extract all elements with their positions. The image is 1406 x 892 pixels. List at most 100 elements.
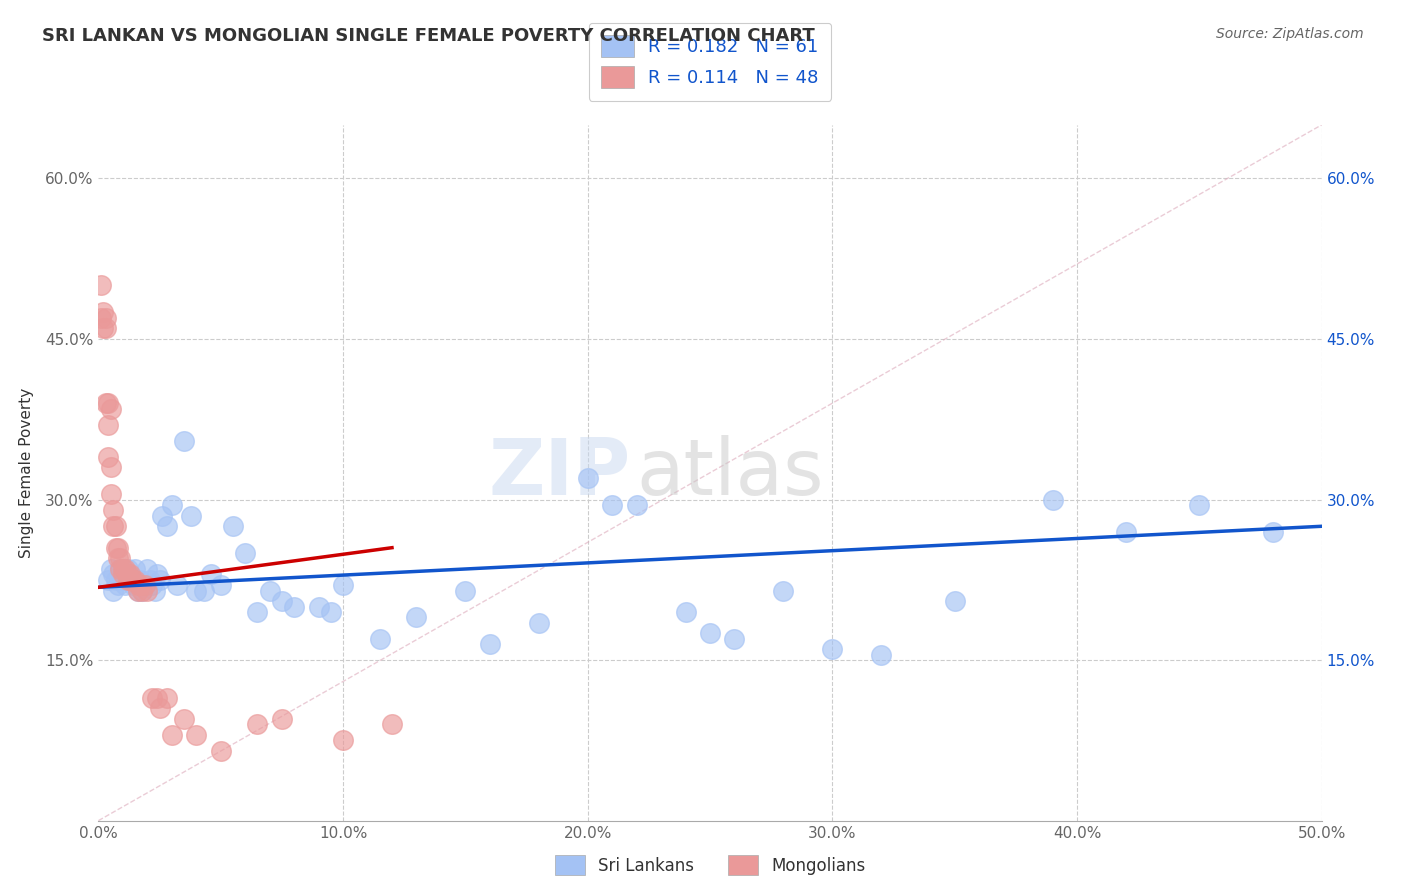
- Point: [100, 460, 122, 475]
- Point: [104, 519, 127, 533]
- Point: [186, 728, 208, 742]
- Point: [699, 626, 721, 640]
- Point: [134, 578, 156, 592]
- Text: SRI LANKAN VS MONGOLIAN SINGLE FEMALE POVERTY CORRELATION CHART: SRI LANKAN VS MONGOLIAN SINGLE FEMALE PO…: [42, 27, 815, 45]
- Point: [129, 578, 152, 592]
- Point: [111, 573, 134, 587]
- Text: ZIP: ZIP: [488, 434, 630, 511]
- Point: [117, 573, 139, 587]
- Point: [127, 583, 149, 598]
- Point: [332, 733, 354, 747]
- Point: [146, 567, 169, 582]
- Point: [146, 690, 169, 705]
- Point: [576, 471, 599, 485]
- Point: [94, 310, 117, 325]
- Point: [308, 599, 330, 614]
- Point: [1261, 524, 1284, 539]
- Point: [97, 396, 120, 410]
- Point: [209, 578, 232, 592]
- Point: [104, 573, 127, 587]
- Point: [626, 498, 648, 512]
- Point: [107, 541, 129, 555]
- Point: [100, 401, 122, 416]
- Point: [91, 321, 114, 335]
- Legend: Sri Lankans, Mongolians: Sri Lankans, Mongolians: [548, 848, 872, 882]
- Point: [454, 583, 477, 598]
- Point: [90, 278, 112, 293]
- Point: [91, 305, 114, 319]
- Point: [97, 417, 120, 432]
- Point: [160, 728, 183, 742]
- Point: [131, 583, 153, 598]
- Point: [136, 583, 159, 598]
- Point: [246, 717, 269, 731]
- Point: [149, 573, 172, 587]
- Point: [166, 578, 188, 592]
- Point: [134, 578, 156, 592]
- Point: [200, 567, 222, 582]
- Point: [90, 310, 112, 325]
- Point: [173, 712, 195, 726]
- Point: [156, 690, 179, 705]
- Point: [121, 578, 143, 592]
- Point: [1188, 498, 1211, 512]
- Point: [124, 573, 146, 587]
- Point: [117, 562, 139, 576]
- Point: [600, 498, 623, 512]
- Point: [120, 573, 142, 587]
- Point: [675, 605, 697, 619]
- Point: [405, 610, 427, 624]
- Point: [104, 541, 127, 555]
- Point: [121, 573, 143, 587]
- Point: [141, 578, 163, 592]
- Point: [723, 632, 745, 646]
- Point: [139, 573, 162, 587]
- Point: [270, 712, 294, 726]
- Point: [127, 578, 149, 592]
- Point: [870, 648, 893, 662]
- Point: [1115, 524, 1137, 539]
- Point: [209, 744, 232, 758]
- Point: [101, 519, 124, 533]
- Point: [127, 583, 149, 598]
- Point: [94, 396, 117, 410]
- Point: [101, 583, 124, 598]
- Point: [100, 487, 122, 501]
- Point: [160, 498, 183, 512]
- Point: [259, 583, 281, 598]
- Point: [381, 717, 404, 731]
- Point: [319, 605, 342, 619]
- Point: [107, 551, 129, 566]
- Point: [141, 690, 163, 705]
- Point: [283, 599, 305, 614]
- Point: [100, 562, 122, 576]
- Point: [110, 562, 132, 576]
- Point: [1042, 492, 1064, 507]
- Point: [943, 594, 966, 608]
- Point: [131, 583, 153, 598]
- Point: [120, 567, 142, 582]
- Point: [527, 615, 550, 630]
- Point: [180, 508, 202, 523]
- Point: [107, 578, 129, 592]
- Point: [143, 583, 166, 598]
- Point: [772, 583, 794, 598]
- Point: [94, 321, 117, 335]
- Point: [368, 632, 391, 646]
- Point: [101, 503, 124, 517]
- Point: [120, 573, 142, 587]
- Point: [186, 583, 208, 598]
- Y-axis label: Single Female Poverty: Single Female Poverty: [18, 388, 34, 558]
- Point: [101, 567, 124, 582]
- Text: atlas: atlas: [637, 434, 824, 511]
- Point: [222, 519, 245, 533]
- Point: [110, 551, 132, 566]
- Point: [149, 701, 172, 715]
- Point: [124, 562, 146, 576]
- Point: [233, 546, 256, 560]
- Point: [270, 594, 294, 608]
- Point: [97, 573, 120, 587]
- Point: [156, 519, 179, 533]
- Point: [173, 434, 195, 448]
- Point: [111, 567, 134, 582]
